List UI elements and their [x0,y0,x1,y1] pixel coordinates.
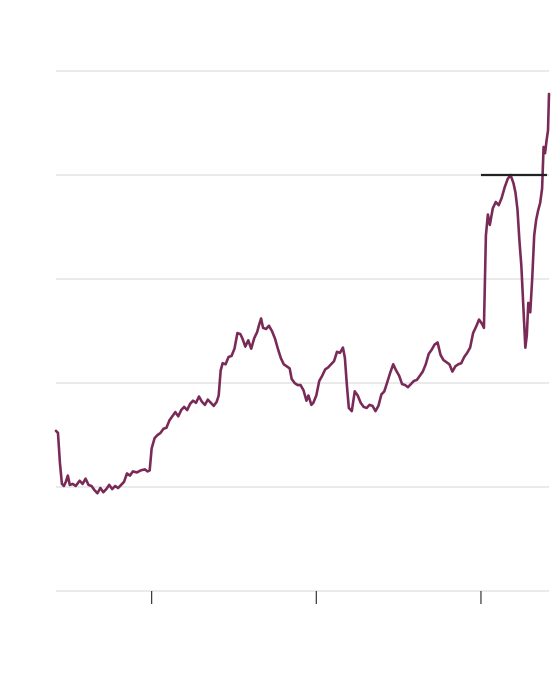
series-layer [54,92,551,495]
grid-lines [56,70,549,592]
series-line-0 [54,92,551,495]
x-axis [151,591,482,604]
